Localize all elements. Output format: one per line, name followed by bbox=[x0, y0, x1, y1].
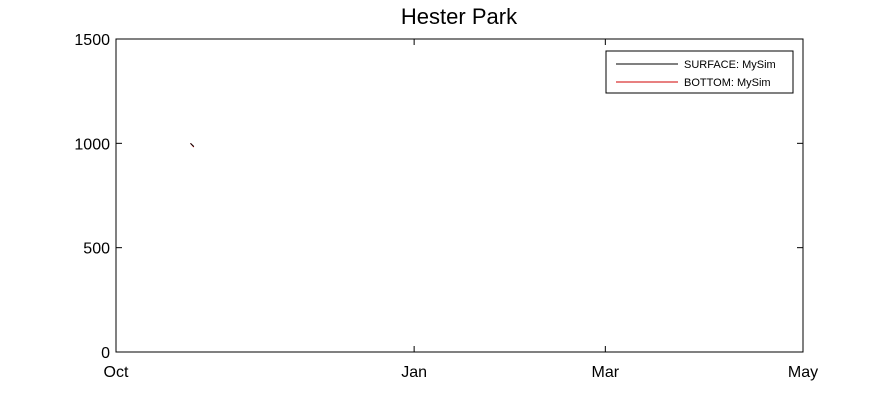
y-tick-label: 1000 bbox=[74, 136, 110, 153]
legend: SURFACE: MySim BOTTOM: MySim bbox=[605, 50, 794, 94]
y-tick-label: 1500 bbox=[74, 32, 110, 49]
y-tick-label: 0 bbox=[101, 345, 110, 362]
x-tick-label: Oct bbox=[104, 364, 129, 381]
legend-label-surface: SURFACE: MySim bbox=[684, 59, 776, 71]
series-layer bbox=[190, 142, 195, 148]
series-line-surface bbox=[190, 142, 195, 147]
chart-title: Hester Park bbox=[401, 4, 518, 29]
x-tick-label: May bbox=[788, 364, 818, 381]
legend-box bbox=[605, 50, 794, 94]
y-axis: 0 500 1000 1500 bbox=[74, 32, 803, 362]
y-tick-label: 500 bbox=[83, 241, 110, 258]
x-tick-label: Mar bbox=[592, 364, 620, 381]
x-axis: Oct Jan Mar May bbox=[104, 39, 818, 381]
x-tick-label: Jan bbox=[401, 364, 427, 381]
legend-label-bottom: BOTTOM: MySim bbox=[684, 77, 771, 89]
